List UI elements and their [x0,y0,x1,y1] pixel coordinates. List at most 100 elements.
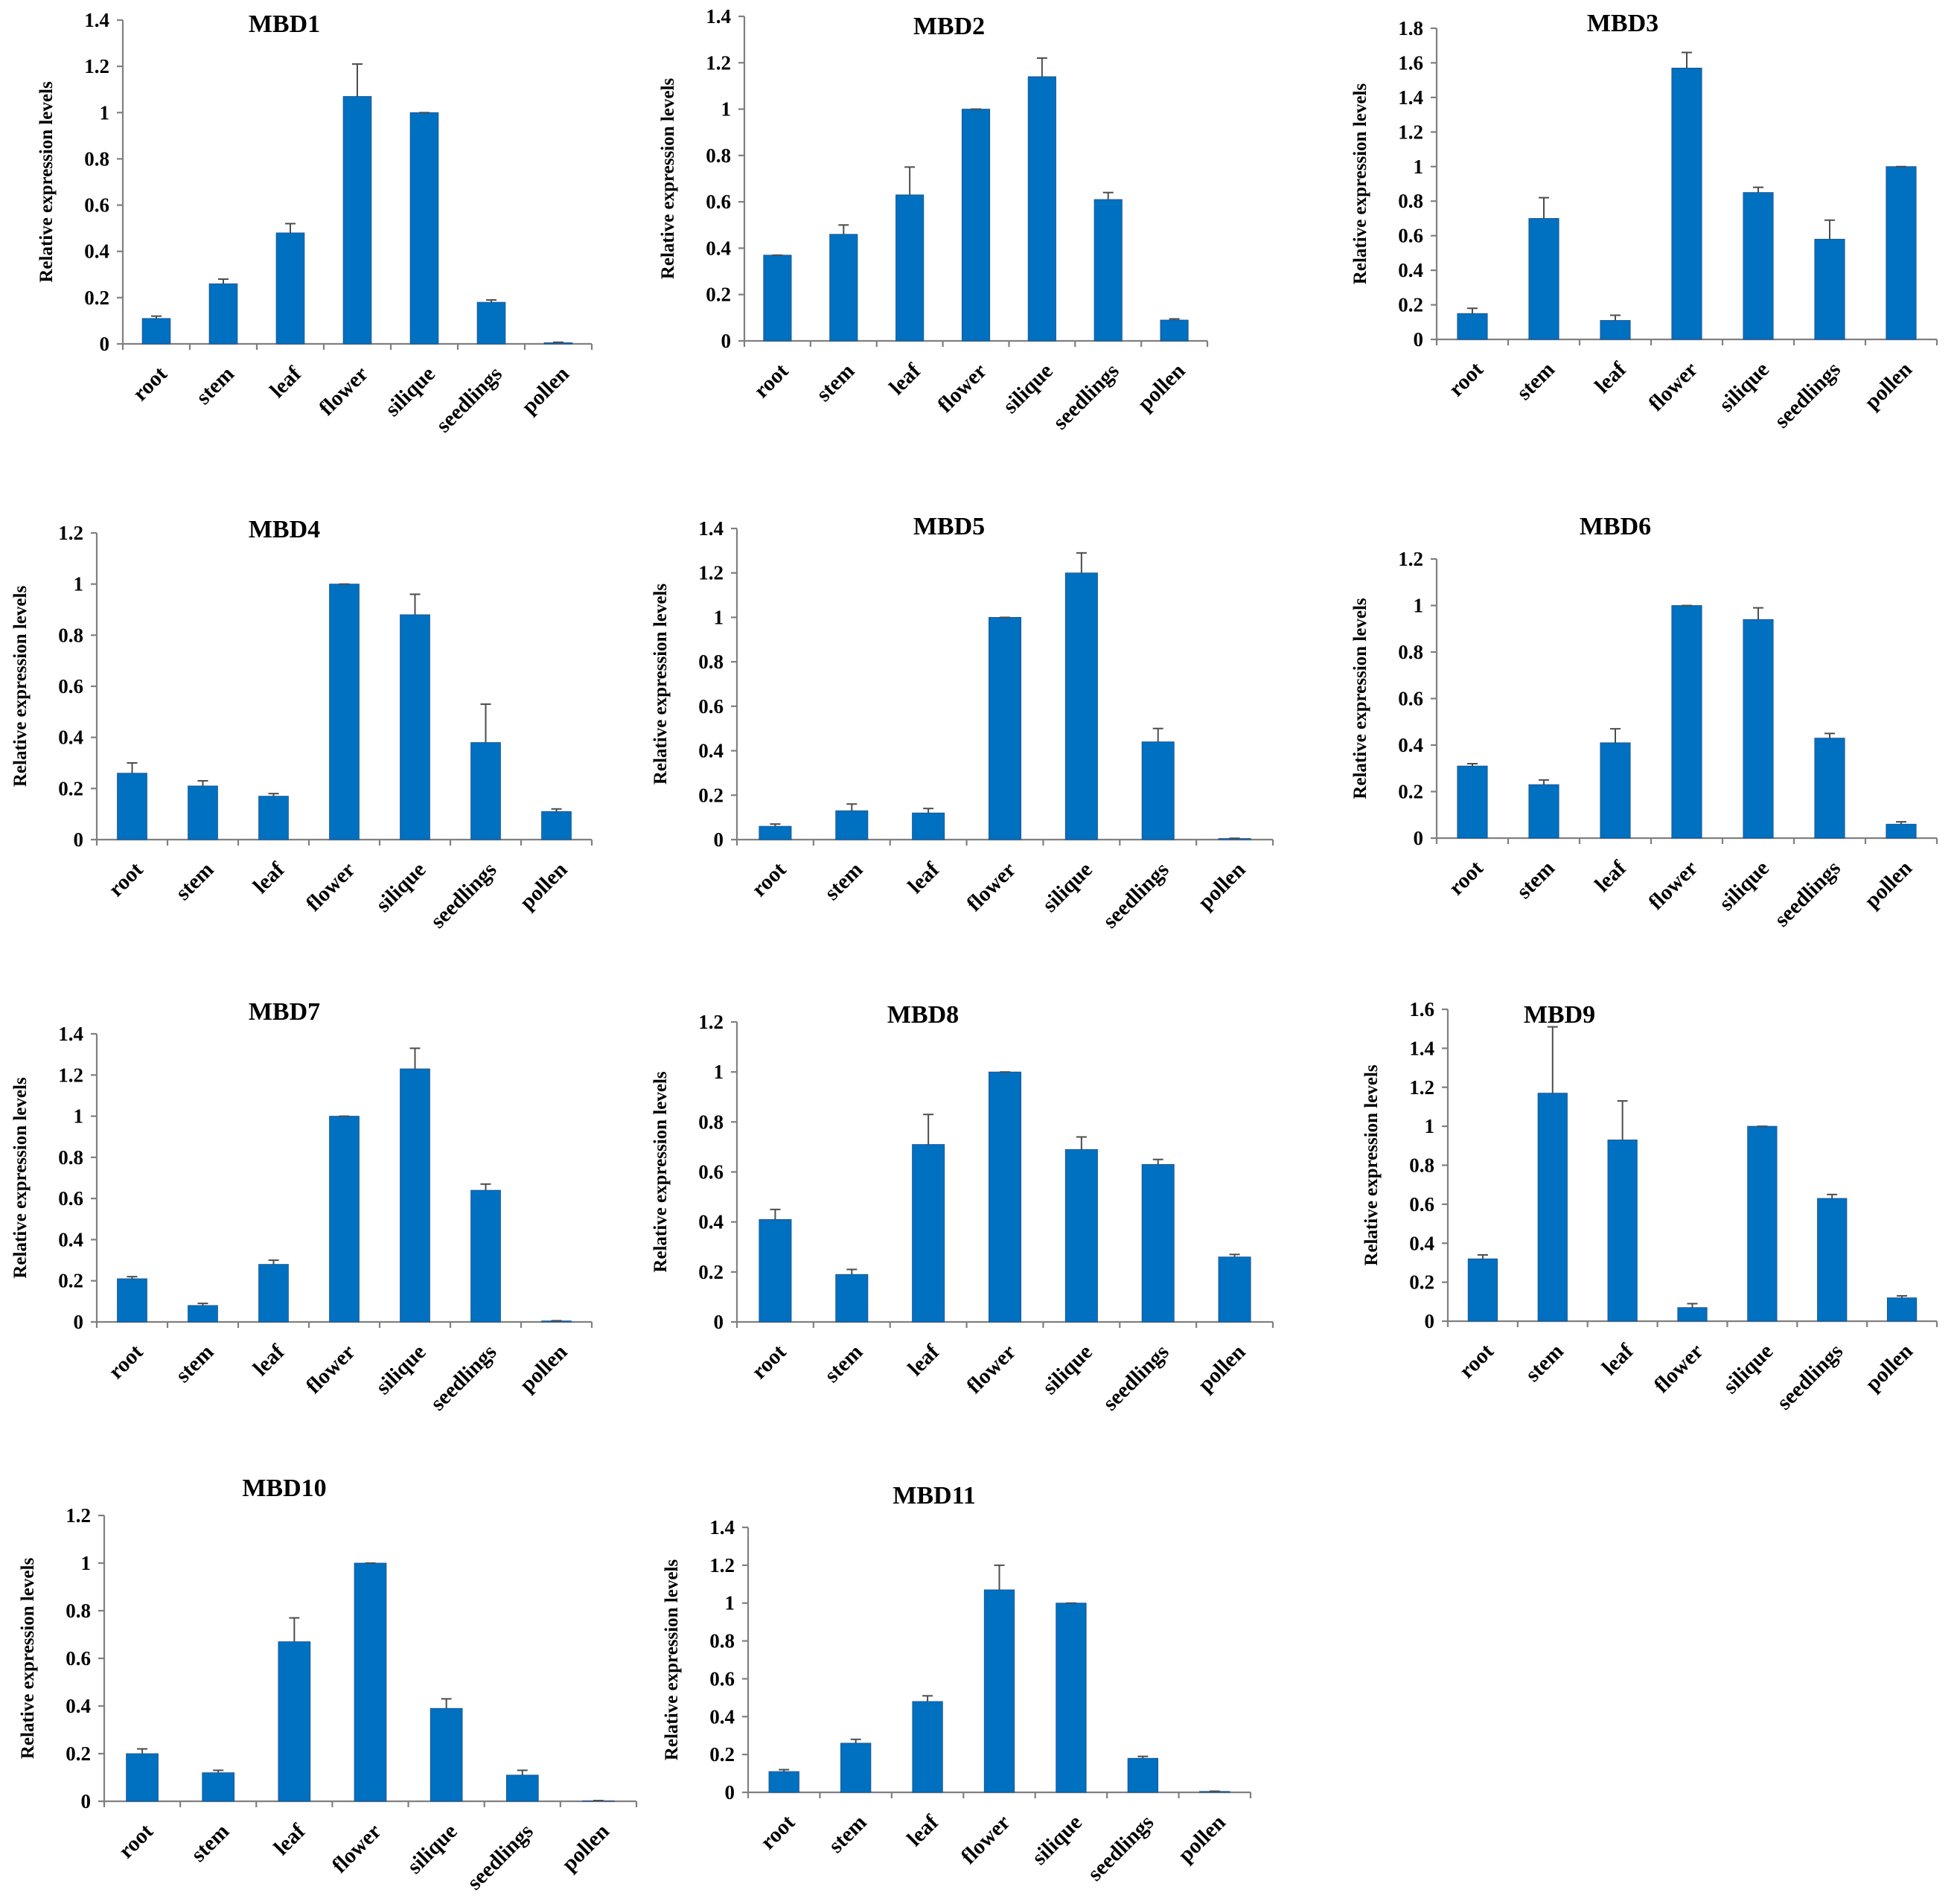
x-category-label: seedlings [462,1819,537,1894]
bar-stem [208,283,238,345]
x-category-label: pollen [1861,1339,1918,1396]
y-tick-label: 1 [74,1105,84,1128]
x-category-label: seedlings [1098,1340,1173,1415]
bar-flower [989,1071,1022,1323]
bar-leaf [912,1144,945,1323]
x-category-label: leaf [249,857,290,898]
chart-panel-mbd11: MBD11 Relative expression levels 0 0.2 0.4 0.… [662,1482,1252,1886]
bar-flower [1671,605,1702,839]
x-category-label: silique [371,857,431,917]
bar-leaf [1607,1140,1638,1322]
x-category-label: root [114,1819,158,1863]
y-axis-label: Relative expression levels [1350,83,1370,285]
x-category-label: leaf [265,362,306,403]
x-category-label: flower [328,1819,386,1878]
bar-silique [1743,192,1774,340]
bar-stem [202,1772,235,1802]
chart-panel-mbd4: MBD4 Relative expression levels 0 0.2 0.4 0.6… [10,516,593,933]
x-category-label: silique [998,359,1058,418]
bar-leaf [278,1641,311,1802]
x-category-label: seedlings [426,857,501,933]
y-tick-label: 1.2 [706,51,731,74]
bar-leaf [912,1701,943,1793]
x-category-label: stem [824,1810,872,1858]
y-tick-label: 1 [100,101,110,124]
y-tick-label: 1.2 [709,1554,735,1576]
bar-stem [1537,1093,1568,1322]
bar-pollen [1886,1297,1918,1322]
x-category-label: seedlings [1098,857,1173,933]
bar-stem [835,810,869,840]
y-tick-label: 1 [81,1552,92,1574]
bar-silique [1743,619,1774,839]
y-tick-label: 0.8 [58,1146,83,1169]
x-category-label: leaf [269,1819,310,1860]
bar-flower [1671,68,1702,340]
y-tick-label: 1 [725,1592,735,1614]
x-category-label: stem [187,1819,234,1867]
y-axis-label: Relative expression levels [1361,1064,1382,1266]
x-category-label: stem [812,359,860,406]
y-tick-label: 0 [100,333,110,355]
x-category-label: leaf [903,1810,944,1851]
y-tick-label: 1.2 [84,55,109,77]
bar-seedlings [1814,238,1845,340]
bar-stem [1528,218,1559,340]
bar-flower [961,109,991,342]
y-tick-label: 1.4 [709,1516,735,1539]
y-axis-label: Relative expression levels [10,586,31,788]
x-category-label: flower [1644,856,1703,915]
chart-panel-mbd8: MBD8 Relative expression levels 0 0.2 0.4 0.6… [651,1001,1274,1416]
y-tick-label: 0 [721,330,732,352]
bar-seedlings [1141,741,1175,840]
chart-title: MBD10 [242,1475,326,1502]
y-tick-label: 0.8 [84,147,109,170]
x-category-label: silique [1719,1339,1778,1399]
bar-flower [1677,1307,1708,1322]
x-category-label: stem [191,362,239,409]
x-category-label: flower [315,362,374,421]
y-tick-label: 1.2 [1398,548,1423,570]
x-category-label: root [756,1810,799,1854]
chart-title: MBD6 [1580,513,1651,540]
bar-silique [1027,76,1056,342]
y-axis-label: Relative expression levels [651,584,671,785]
chart-title: MBD9 [1524,1001,1595,1029]
chart-title: MBD3 [1587,10,1658,37]
x-category-label: root [747,857,791,901]
x-category-label: root [104,857,148,901]
x-category-label: flower [301,857,360,916]
bar-root [759,1218,792,1323]
x-category-label: seedlings [1770,856,1845,931]
y-tick-label: 0.6 [706,191,731,213]
bar-silique [430,1707,463,1802]
x-category-label: leaf [249,1340,290,1381]
y-tick-label: 0.6 [1398,688,1423,710]
x-category-label: seedlings [432,362,507,437]
x-category-label: flower [957,1810,1015,1869]
chart-panel-mbd10: MBD10 Relative expression levels 0 0.2 0.4 0.… [18,1475,638,1895]
y-tick-label: 1.4 [1409,1037,1434,1059]
bar-flower [329,1116,360,1323]
x-category-label: root [1444,357,1488,401]
bar-flower [983,1589,1015,1793]
y-tick-label: 0.4 [698,1211,724,1233]
bar-pollen [1218,1256,1251,1323]
bar-leaf [258,1264,289,1323]
x-category-label: root [750,359,794,403]
bar-silique [1064,1149,1098,1323]
y-tick-label: 0 [714,828,724,851]
x-category-label: pollen [1193,1340,1250,1396]
y-tick-label: 1 [714,1061,724,1083]
y-tick-label: 0 [74,828,84,851]
y-tick-label: 0.8 [1398,641,1423,663]
bar-root [117,773,147,840]
bar-root [1457,765,1488,839]
x-category-label: stem [1521,1339,1568,1387]
y-tick-label: 1.2 [1398,121,1423,143]
y-tick-label: 0.4 [1398,734,1423,756]
y-tick-label: 1.8 [1398,17,1423,39]
bar-stem [835,1274,869,1323]
x-category-label: pollen [1860,357,1917,414]
